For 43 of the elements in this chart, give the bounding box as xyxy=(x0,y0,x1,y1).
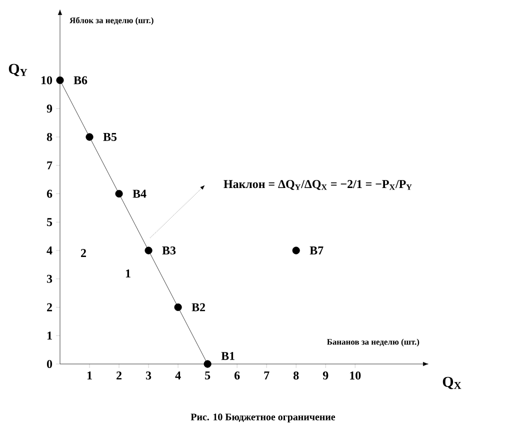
y-tick-label: 5 xyxy=(47,218,52,226)
y-tick-label: 2 xyxy=(47,303,52,312)
y-tick-label: 1 xyxy=(47,332,52,340)
y-tick-label: 7 xyxy=(47,161,52,170)
point xyxy=(86,133,94,141)
point xyxy=(144,246,152,254)
annotation: B6 xyxy=(74,76,88,84)
y-tick-label: 8 xyxy=(46,132,52,142)
annotation: B3 xyxy=(162,246,176,254)
x-tick-label: 3 xyxy=(146,371,152,380)
x-tick-label: 7 xyxy=(264,371,270,380)
annotation: B4 xyxy=(132,190,146,198)
annotation: B2 xyxy=(192,303,206,312)
y-tick-label: 0 xyxy=(46,360,52,368)
annotation: Наклон = ΔQ$_{Y}$/ΔQ$_{X}$ = −2/1 = −P$_{X}$/P$_{Y}$ xyxy=(224,180,412,190)
x-tick-label: 4 xyxy=(175,371,181,380)
text: Рис. 10 Бюджетное ограничение xyxy=(190,414,336,422)
x-tick-label: 8 xyxy=(294,371,299,380)
annotation: B5 xyxy=(103,133,117,141)
y-tick-label: 3 xyxy=(46,274,52,283)
annotation: B1 xyxy=(221,352,234,360)
y-tick-label: 10 xyxy=(42,76,52,84)
y-tick-label: 9 xyxy=(46,104,52,113)
annotation: 1 xyxy=(126,270,130,278)
x-tick-label: 9 xyxy=(322,371,328,380)
text: Q$_{X}$ xyxy=(442,376,462,390)
x-tick-label: 5 xyxy=(205,371,210,380)
x-axis-title: Бананов за неделю (шт.) xyxy=(326,338,420,346)
point xyxy=(174,303,182,312)
point xyxy=(115,190,123,198)
x-tick-label: 10 xyxy=(350,371,361,380)
y-axis-title: Яблок за неделю (шт.) xyxy=(70,17,154,25)
point xyxy=(204,360,212,368)
annotation: B7 xyxy=(310,246,324,254)
x-tick-label: 2 xyxy=(116,371,122,380)
point xyxy=(56,76,64,84)
y-tick-label: 6 xyxy=(46,190,52,198)
annotation: 2 xyxy=(81,249,86,257)
x-tick-label: 1 xyxy=(87,371,92,380)
point xyxy=(292,246,300,254)
text: Q$_{Y}$ xyxy=(8,64,28,76)
y-tick-label: 4 xyxy=(46,246,52,254)
x-tick-label: 6 xyxy=(234,371,240,380)
